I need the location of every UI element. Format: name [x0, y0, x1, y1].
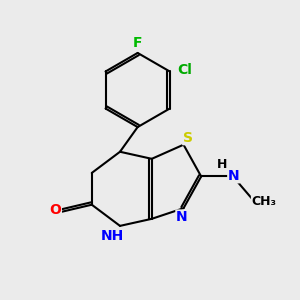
Text: F: F	[133, 36, 142, 50]
Text: N: N	[176, 210, 188, 224]
Text: NH: NH	[100, 229, 124, 243]
Text: S: S	[183, 130, 193, 145]
Text: H: H	[217, 158, 227, 171]
Text: N: N	[228, 169, 239, 183]
Text: O: O	[50, 203, 61, 217]
Text: CH₃: CH₃	[251, 195, 277, 208]
Text: Cl: Cl	[177, 63, 192, 77]
